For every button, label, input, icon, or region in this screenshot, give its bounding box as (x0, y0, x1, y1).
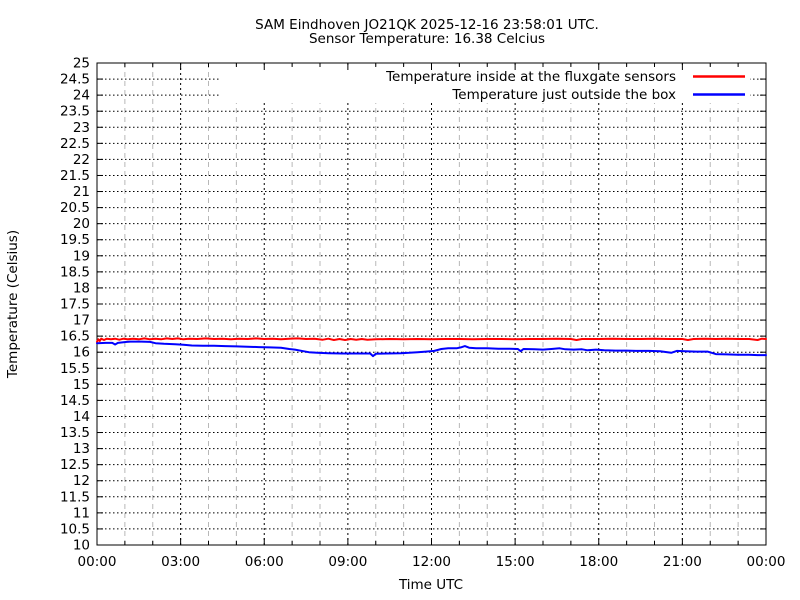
x-axis-label: Time UTC (398, 577, 463, 593)
y-tick-label: 10.5 (60, 521, 90, 537)
y-tick-label: 15.5 (60, 361, 90, 377)
y-tick-label: 13 (73, 441, 90, 457)
series-line-1 (96, 340, 767, 358)
x-tick-label: 00:00 (78, 554, 117, 570)
y-tick-label: 21.5 (60, 168, 90, 184)
legend-label: Temperature just outside the box (451, 87, 676, 103)
y-tick-label: 23 (73, 120, 90, 136)
y-tick-label: 22 (73, 152, 90, 168)
x-tick-label: 09:00 (328, 554, 367, 570)
axes-layer: 1010.51111.51212.51313.51414.51515.51616… (60, 56, 786, 571)
x-tick-label: 18:00 (579, 554, 618, 570)
y-tick-label: 13.5 (60, 425, 90, 441)
x-tick-label: 00:00 (747, 554, 786, 570)
x-tick-label: 15:00 (496, 554, 535, 570)
y-tick-label: 11.5 (60, 489, 90, 505)
legend-label: Temperature inside at the fluxgate senso… (385, 69, 676, 85)
y-tick-label: 10 (73, 538, 90, 554)
y-tick-label: 18.5 (60, 264, 90, 280)
y-tick-label: 22.5 (60, 136, 90, 152)
x-tick-label: 06:00 (245, 554, 284, 570)
y-tick-label: 12.5 (60, 457, 90, 473)
y-tick-label: 11 (73, 505, 90, 521)
y-tick-label: 12 (73, 473, 90, 489)
y-tick-label: 20 (73, 216, 90, 232)
x-tick-label: 21:00 (663, 554, 702, 570)
legend-layer: Temperature inside at the fluxgate senso… (385, 69, 745, 103)
y-tick-label: 23.5 (60, 104, 90, 120)
y-tick-label: 14 (73, 409, 90, 425)
legend-blank-box (220, 66, 750, 103)
y-tick-label: 24 (73, 88, 90, 104)
x-tick-label: 03:00 (161, 554, 200, 570)
y-tick-label: 24.5 (60, 72, 90, 88)
y-tick-label: 17.5 (60, 297, 90, 313)
y-tick-label: 25 (73, 56, 90, 72)
y-axis-label: Temperature (Celsius) (5, 230, 21, 379)
chart-subtitle: Sensor Temperature: 16.38 Celcius (309, 31, 545, 47)
y-tick-label: 14.5 (60, 393, 90, 409)
series-layer (96, 337, 767, 358)
y-tick-label: 16.5 (60, 329, 90, 345)
y-tick-label: 18 (73, 280, 90, 296)
series-line-0 (96, 337, 767, 343)
y-tick-label: 20.5 (60, 200, 90, 216)
x-tick-label: 12:00 (412, 554, 451, 570)
y-tick-label: 21 (73, 184, 90, 200)
y-tick-label: 16 (73, 345, 90, 361)
grid-layer (97, 63, 766, 545)
y-tick-label: 19 (73, 248, 90, 264)
y-tick-label: 17 (73, 313, 90, 329)
y-tick-label: 19.5 (60, 232, 90, 248)
y-tick-label: 15 (73, 377, 90, 393)
chart-title: SAM Eindhoven JO21QK 2025-12-16 23:58:01… (255, 17, 599, 33)
